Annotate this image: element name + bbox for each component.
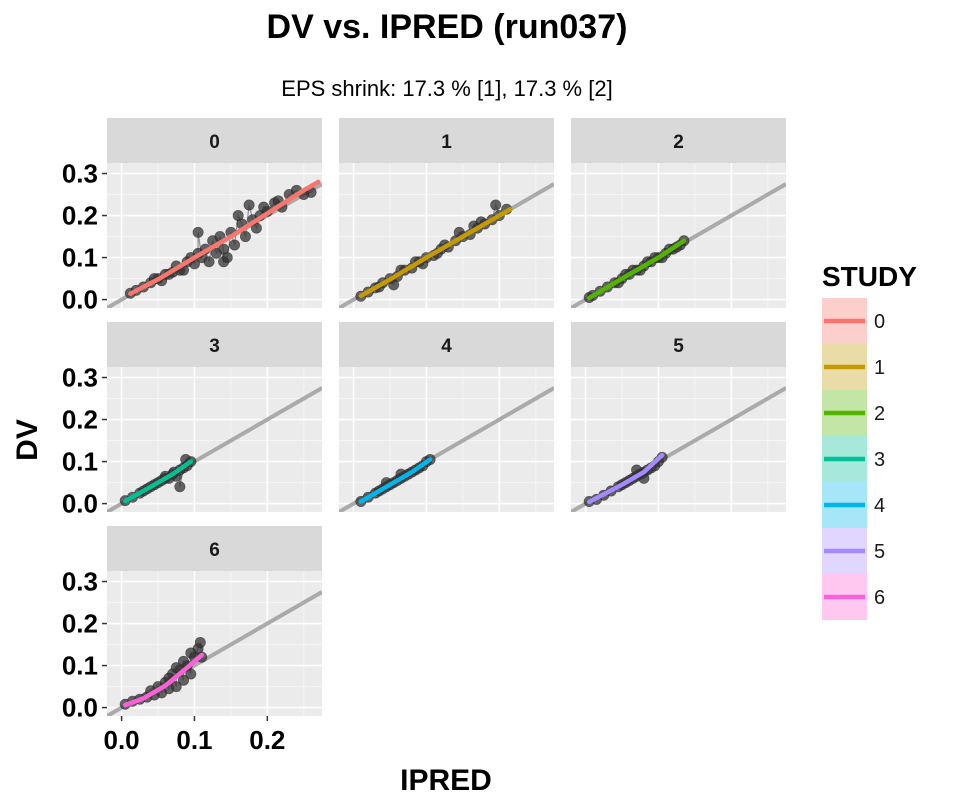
legend-item-5: 5 [822, 528, 885, 574]
data-point [243, 199, 255, 211]
data-point [203, 256, 215, 268]
data-point [170, 662, 182, 674]
panel-content [107, 590, 322, 716]
chart-subtitle: EPS shrink: 17.3 % [1], 17.3 % [2] [281, 76, 612, 101]
panel-content [571, 386, 786, 512]
y-tick-label: 0.0 [62, 693, 98, 723]
facet-strip [571, 322, 786, 367]
facet-strip [339, 118, 554, 163]
facet-strip [107, 526, 322, 571]
data-point [178, 674, 190, 686]
data-point [490, 199, 502, 211]
data-point [258, 201, 270, 213]
legend: STUDY 0 1 2 3 4 5 6 [822, 261, 917, 620]
legend-item-3: 3 [822, 436, 885, 482]
legend-item-0: 0 [822, 298, 885, 344]
trend-line [586, 238, 687, 301]
trend-line [128, 179, 321, 296]
panel-background [107, 571, 322, 716]
y-tick-label: 0.3 [62, 159, 98, 189]
y-tick-label: 0.2 [62, 201, 98, 231]
y-tick-label: 0.2 [62, 609, 98, 639]
legend-item-4: 4 [822, 482, 885, 528]
trend-line [122, 652, 204, 708]
data-point [174, 481, 186, 493]
facet-panels: 0 1 2 3 4 5 6 [107, 118, 786, 716]
panel-content [339, 386, 554, 512]
facet-panel-0: 0 [107, 118, 322, 308]
facet-strip-label: 1 [441, 132, 452, 153]
facet-strip [339, 322, 554, 367]
data-point [178, 655, 190, 667]
y-tick-label: 0.3 [62, 567, 98, 597]
data-point [229, 239, 241, 251]
facet-strip-label: 2 [673, 132, 684, 153]
legend-label: 6 [874, 587, 885, 609]
x-axis-title: IPRED [400, 764, 492, 797]
facet-panel-3: 3 [107, 322, 322, 512]
y-tick-label: 0.3 [62, 363, 98, 393]
x-tick-label: 0.0 [103, 725, 139, 755]
legend-item-2: 2 [822, 390, 885, 436]
data-point [185, 668, 197, 680]
y-tick-label: 0.1 [62, 651, 98, 681]
legend-label: 4 [874, 495, 885, 517]
trend-line [586, 453, 665, 505]
panel-content [107, 179, 322, 308]
data-point [239, 231, 251, 243]
facet-panel-6: 6 [107, 526, 322, 716]
panel-content [107, 386, 322, 512]
facet-strip-label: 5 [673, 336, 684, 357]
legend-item-6: 6 [822, 574, 885, 620]
facet-panel-1: 1 [339, 118, 554, 308]
y-axis-title: DV [11, 419, 44, 461]
facet-strip-label: 4 [441, 336, 452, 357]
facet-strip [107, 322, 322, 367]
trend-line [358, 206, 513, 299]
legend-item-1: 1 [822, 344, 885, 390]
facet-panel-4: 4 [339, 322, 554, 512]
facet-strip-label: 6 [209, 540, 220, 561]
legend-label: 1 [874, 357, 885, 379]
data-point [185, 647, 197, 659]
data-point [170, 681, 182, 693]
data-point [218, 256, 230, 268]
facet-strip [107, 118, 322, 163]
data-point [194, 636, 206, 648]
y-tick-label: 0.0 [62, 285, 98, 315]
x-tick-label: 0.1 [176, 725, 212, 755]
y-tick-label: 0.0 [62, 489, 98, 519]
facet-strip-label: 0 [209, 132, 220, 153]
chart-title: DV vs. IPRED (run037) [267, 8, 628, 46]
data-point [192, 226, 204, 238]
panel-content [339, 182, 554, 308]
legend-label: 3 [874, 449, 885, 471]
facet-panel-2: 2 [571, 118, 786, 308]
y-tick-label: 0.1 [62, 447, 98, 477]
facet-strip-label: 3 [209, 336, 220, 357]
legend-label: 0 [874, 311, 885, 333]
legend-title: STUDY [822, 261, 917, 292]
trend-line [358, 457, 433, 504]
axes: 0.0 0.1 0.2 0.3 0.0 0.1 0.2 0.3 0.0 0.1 0.2 0.3 0.0 0… [62, 159, 286, 755]
x-tick-label: 0.2 [249, 725, 285, 755]
facet-panel-5: 5 [571, 322, 786, 512]
y-tick-label: 0.2 [62, 405, 98, 435]
legend-label: 5 [874, 541, 885, 563]
panel-content [571, 182, 786, 308]
facet-strip [571, 118, 786, 163]
trend-line [122, 459, 194, 504]
legend-label: 2 [874, 403, 885, 425]
y-tick-label: 0.1 [62, 243, 98, 273]
